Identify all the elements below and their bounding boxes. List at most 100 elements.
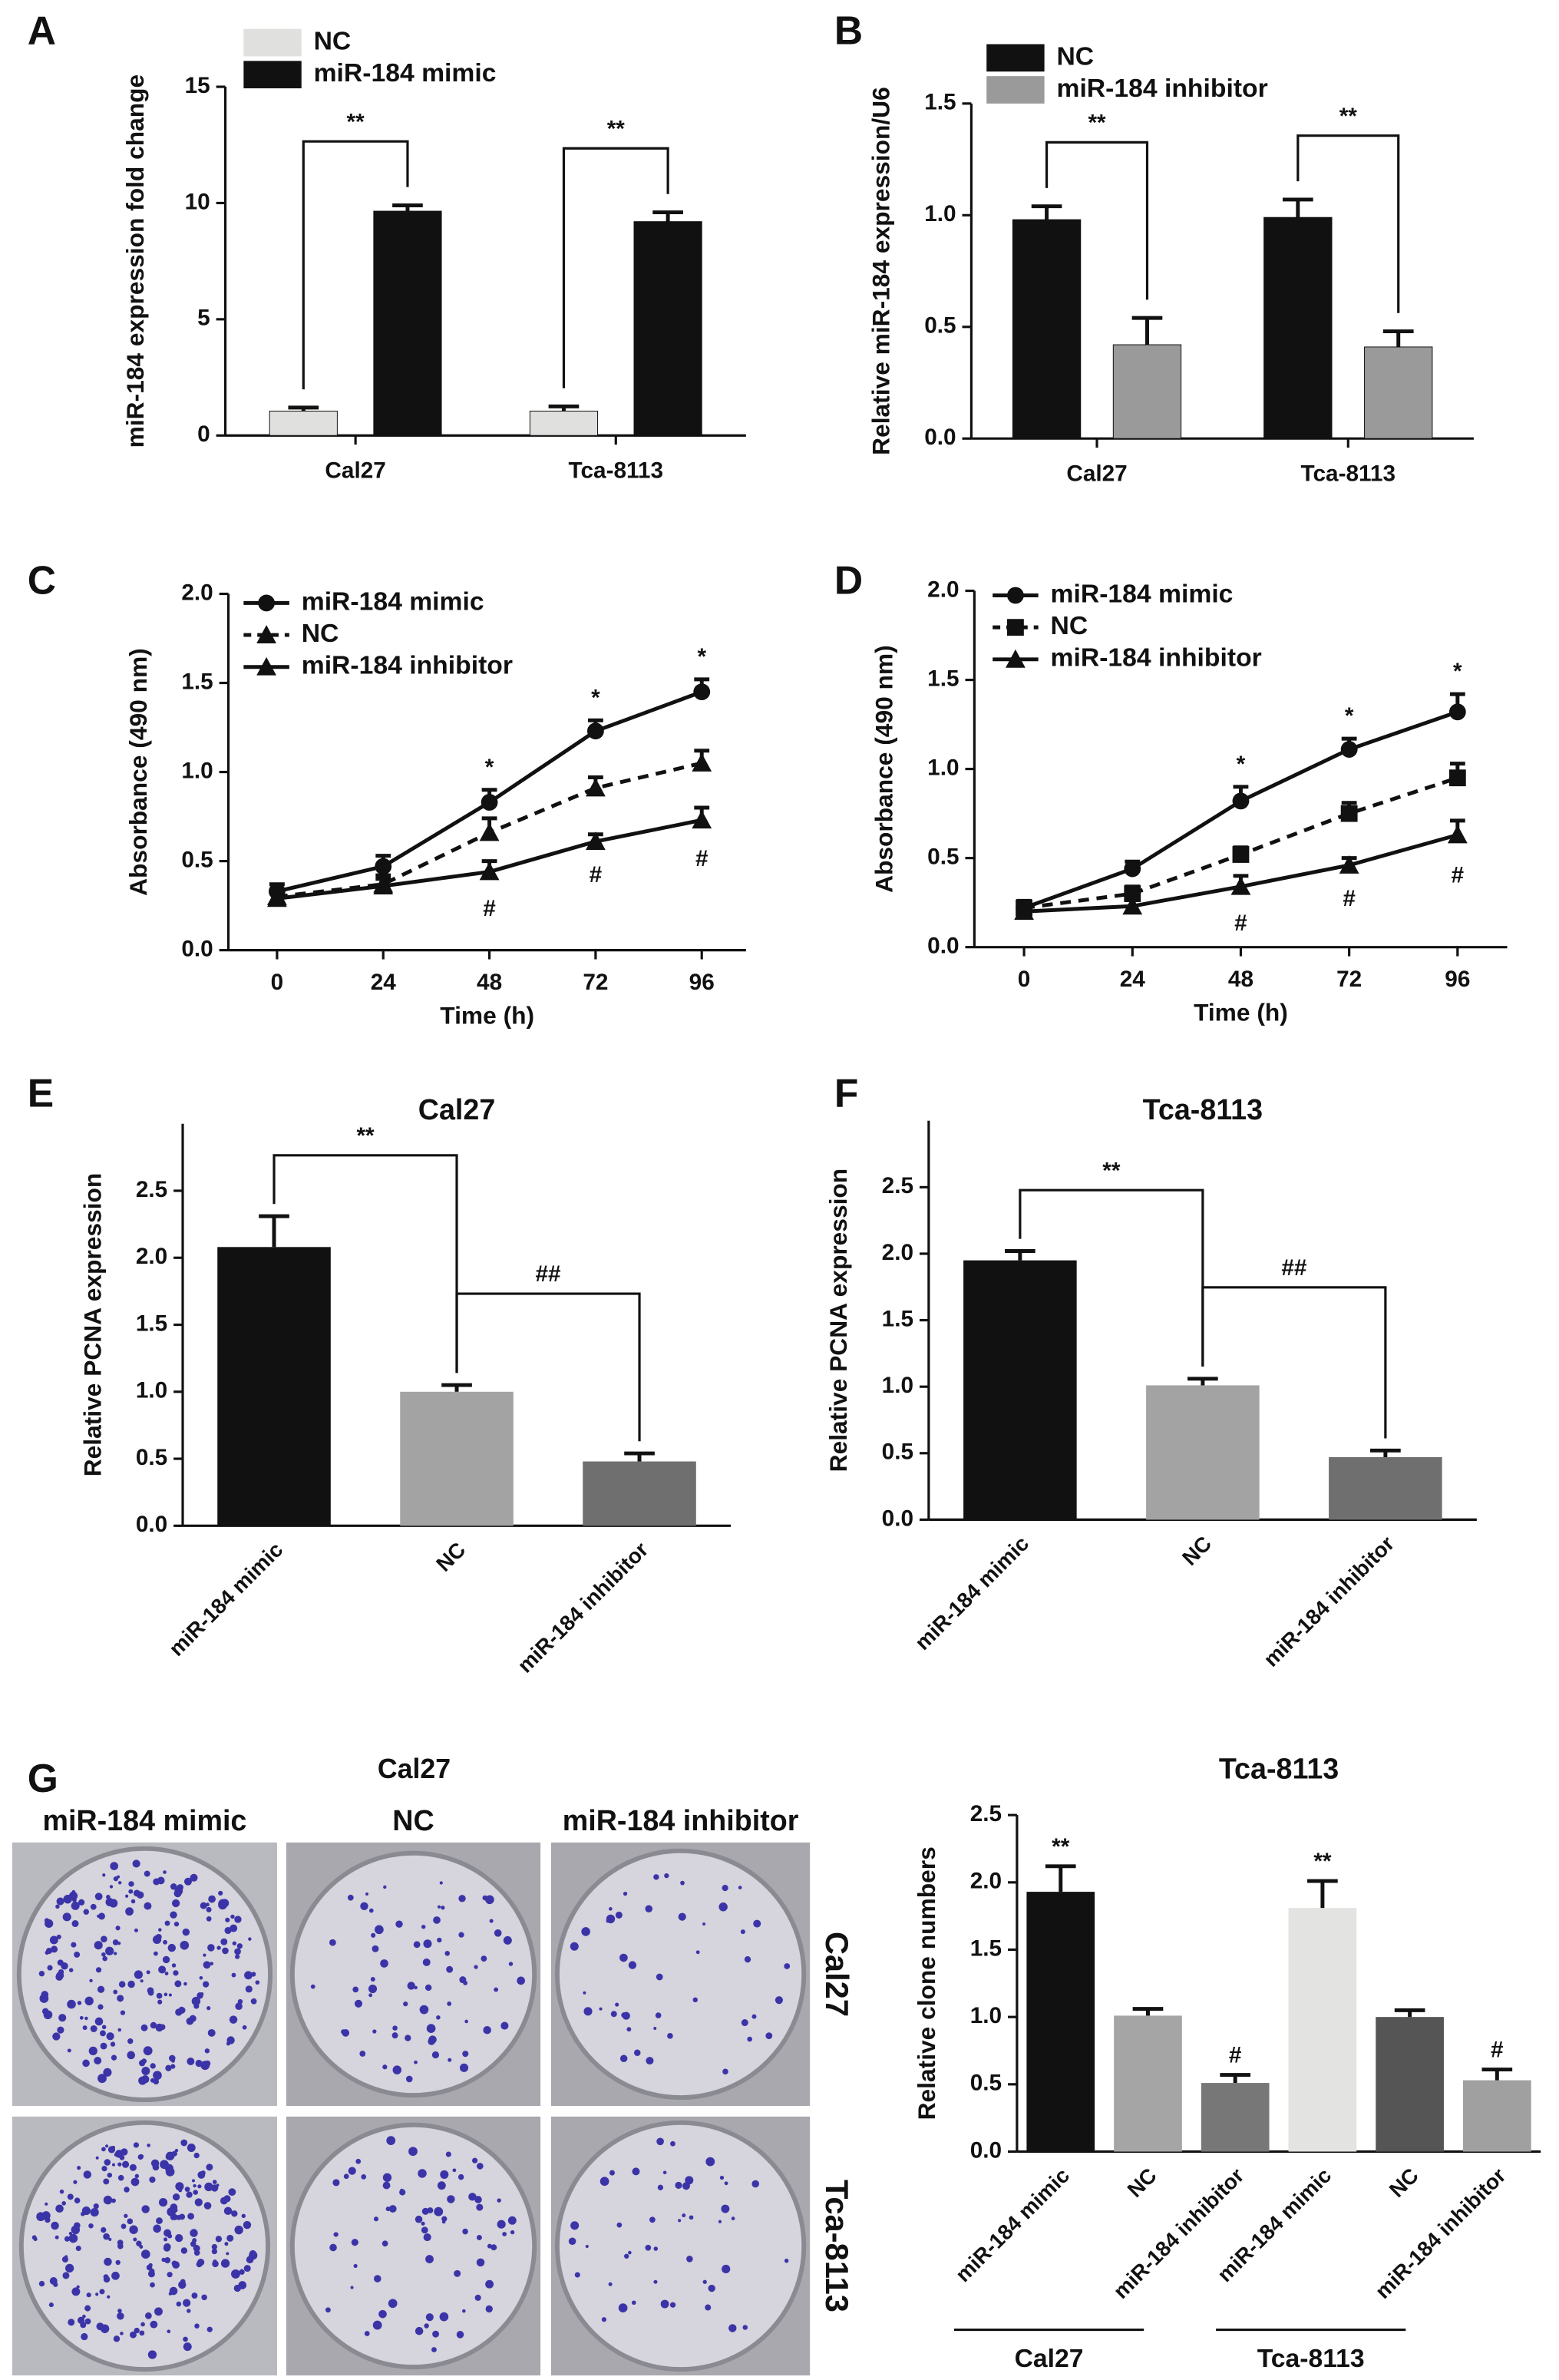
- colony: [178, 2006, 185, 2013]
- colony: [662, 2170, 667, 2175]
- colony: [150, 2078, 155, 2083]
- colony: [38, 2280, 45, 2287]
- colony: [101, 2147, 106, 2152]
- y-axis-label: Absorbance (490 nm): [124, 648, 152, 896]
- colony: [483, 2025, 491, 2035]
- colony: [500, 2021, 509, 2030]
- colony: [368, 1908, 374, 1913]
- colony: [433, 1916, 441, 1924]
- colony: [130, 2331, 137, 2339]
- colony: [147, 2144, 150, 2147]
- colony: [86, 2292, 91, 2298]
- colony: [134, 1970, 144, 1979]
- photo-row-label: Tca-8113: [819, 2180, 855, 2312]
- colony: [167, 2233, 173, 2239]
- colony: [718, 1902, 728, 1912]
- colony: [101, 1952, 106, 1957]
- culture-dish: [289, 1850, 537, 2098]
- colony: [458, 1895, 466, 1902]
- colony: [405, 2075, 413, 2083]
- colony: [223, 2206, 233, 2216]
- culture-dish: [554, 2120, 807, 2372]
- bar: [1146, 1385, 1260, 1520]
- colony: [434, 2206, 444, 2216]
- colony: [124, 2187, 130, 2193]
- colony: [160, 2160, 169, 2170]
- legend-label: NC: [302, 619, 339, 648]
- y-tick-label: 2.0: [970, 1869, 1002, 1894]
- colony: [111, 2054, 117, 2061]
- annotation: *: [485, 755, 494, 780]
- colony: [775, 1996, 783, 2005]
- colony: [742, 2325, 748, 2330]
- colony: [158, 2198, 168, 2207]
- colony: [751, 2180, 760, 2188]
- colony: [206, 2326, 213, 2332]
- marker: [693, 683, 711, 701]
- colony: [170, 1911, 177, 1919]
- colony: [494, 1987, 499, 1992]
- colony: [678, 2219, 682, 2223]
- colony: [738, 1886, 742, 1889]
- colony: [608, 2282, 613, 2286]
- colony: [84, 2318, 91, 2325]
- marker: [586, 722, 604, 740]
- colony: [382, 2173, 392, 2182]
- colony: [765, 2032, 773, 2040]
- annotation: #: [1229, 2043, 1242, 2068]
- colony: [150, 2282, 155, 2288]
- colony: [570, 2221, 580, 2230]
- colony: [244, 1971, 253, 1980]
- colony: [130, 1899, 136, 1904]
- colony: [173, 1921, 180, 1927]
- colony: [178, 2188, 183, 2193]
- colony: [414, 2060, 418, 2064]
- colony: [106, 1894, 111, 1899]
- y-tick-label: 1.0: [136, 1378, 167, 1403]
- bar: [1329, 1456, 1442, 1520]
- colony: [203, 2202, 212, 2210]
- colony: [78, 1899, 85, 1906]
- colony: [489, 1919, 494, 1923]
- colony: [133, 1889, 140, 1897]
- colony: [705, 2304, 712, 2311]
- colony: [203, 1981, 210, 1988]
- x-tick-label: 48: [1228, 967, 1253, 992]
- colony: [382, 2181, 391, 2190]
- colony: [741, 2019, 748, 2027]
- colony: [180, 2139, 188, 2147]
- colony: [784, 2258, 789, 2263]
- significance-bracket: [562, 147, 669, 388]
- colony: [103, 2274, 109, 2280]
- colony: [94, 2057, 102, 2064]
- colony: [207, 2028, 216, 2037]
- colony: [368, 1985, 378, 1994]
- legend-label: miR-184 mimic: [302, 587, 484, 616]
- colony: [657, 2184, 664, 2190]
- x-tick-label: 72: [583, 970, 608, 995]
- colony: [655, 2012, 662, 2018]
- colony: [138, 2059, 146, 2067]
- y-tick-label: 0.5: [181, 847, 213, 872]
- colony: [359, 2051, 366, 2057]
- bar: [583, 1461, 696, 1526]
- colony: [216, 1945, 221, 1950]
- colony: [606, 1919, 609, 1923]
- colony: [211, 2248, 218, 2255]
- colony: [171, 2150, 177, 2157]
- colony: [113, 2335, 121, 2342]
- colony: [132, 1859, 140, 1868]
- y-tick-label: 1.5: [924, 90, 956, 115]
- colony: [187, 2309, 191, 2313]
- colony: [73, 2180, 78, 2184]
- colony: [403, 2001, 408, 2007]
- colony: [203, 1961, 211, 1969]
- colony: [457, 2173, 464, 2180]
- colony: [437, 1937, 442, 1943]
- annotation: **: [1052, 1834, 1070, 1859]
- colony: [437, 1905, 441, 1909]
- colony: [418, 2169, 427, 2178]
- colony: [233, 2284, 241, 2292]
- colony: [193, 2249, 200, 2256]
- colony: [102, 1955, 107, 1962]
